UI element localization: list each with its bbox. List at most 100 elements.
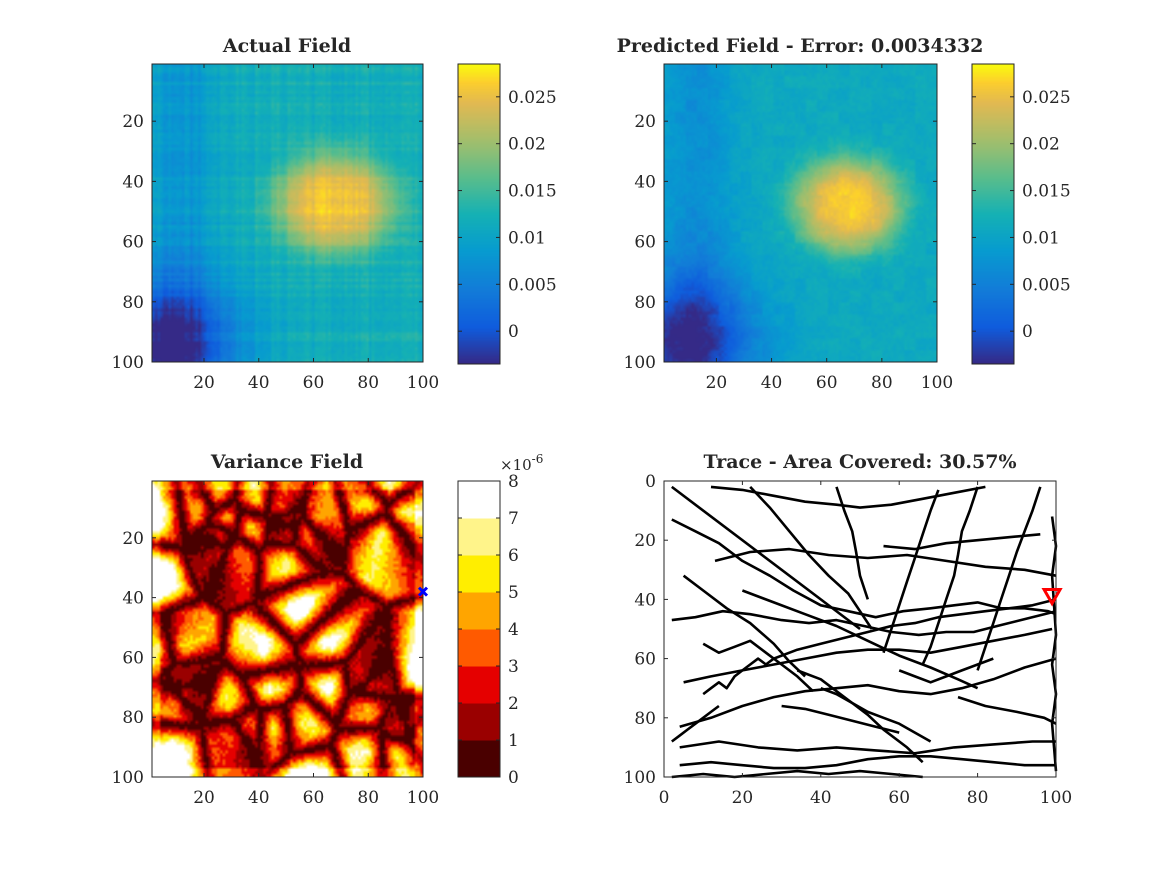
y-tick-label: 60 [122,648,144,668]
x-tick-label: 100 [407,788,439,808]
y-tick-label: 80 [122,293,144,313]
colorbar-tick-label: 0.025 [508,88,557,108]
variance-field-colorbar [458,481,500,778]
y-tick-label: 100 [112,768,144,788]
x-tick-label: 80 [967,788,989,808]
x-tick-label: 60 [303,788,325,808]
y-tick-label: 40 [634,172,656,192]
colorbar-tick-label: 5 [508,583,519,603]
trace-axes [663,480,1057,778]
colorbar-tick-label: 0 [508,322,519,342]
predicted-field-axes [663,63,938,363]
multiplier-base: ×10 [500,456,532,474]
x-tick-label: 100 [1040,788,1072,808]
colorbar-level-5 [458,555,500,593]
panel-actual-field: Actual Field 20 40 60 80 100 20 40 60 80 100 0 0.0… [112,35,557,393]
colorbar-tick-label: 0 [508,768,519,788]
trace-lines [671,485,1058,779]
x-tick-label: 40 [810,788,832,808]
actual-field-colorbar [458,64,500,364]
x-tick-label: 20 [193,788,215,808]
trace-path-13 [957,695,1057,725]
trace-path-6 [671,769,923,779]
colorbar-level-1 [458,703,500,741]
trace-path-19 [921,486,979,666]
colorbar-level-3 [458,629,500,667]
variance-field-axes [151,480,424,778]
y-tick-label: 20 [122,529,144,549]
trace-path-27 [898,657,994,684]
x-tick-label: 80 [871,373,893,393]
x-tick-label: 100 [921,373,953,393]
trace-path-15 [702,639,814,693]
colorbar-tick-label: 4 [508,620,519,640]
trace-path-21 [820,686,932,743]
x-tick-label: 40 [761,373,783,393]
trace-path-12 [883,533,1041,551]
chart-title-trace: Trace - Area Covered: 30.57% [703,451,1016,473]
trace-path-7 [679,740,1056,755]
x-tick-label: 0 [659,788,670,808]
colorbar-tick-label: 0.005 [508,275,557,295]
colorbar-tick-label: 7 [508,509,519,529]
trace-path-14 [682,574,806,678]
actual-field-axes [151,63,424,363]
predicted-field-ticks: 20 40 60 80 100 20 40 60 80 100 [624,64,953,393]
y-tick-label: 40 [634,590,656,610]
y-tick-label: 100 [624,353,656,373]
y-tick-label: 100 [112,353,144,373]
actual-field-heatmap [152,64,423,362]
x-tick-label: 60 [303,373,325,393]
predicted-field-colorbar-ticks: 0 0.005 0.01 0.015 0.02 0.025 [972,88,1071,342]
x-tick-label: 40 [248,788,270,808]
x-tick-label: 20 [706,373,728,393]
colorbar-tick-label: 0.01 [508,228,546,248]
trace-path-8 [714,547,1057,577]
colorbar-level-7 [458,481,500,519]
y-tick-label: 20 [634,112,656,132]
y-tick-label: 60 [122,233,144,253]
colorbar-tick-label: 0.015 [508,182,557,202]
x-tick-label: 60 [888,788,910,808]
colorbar-tick-label: 3 [508,657,519,677]
y-tick-label: 60 [634,233,656,253]
trace-path-0 [671,485,861,631]
actual-field-colorbar-frame [457,63,501,365]
x-tick-label: 80 [357,788,379,808]
variance-colorbar-multiplier: ×10-6 [500,452,543,474]
trace-path-26 [781,704,900,734]
trace-path-20 [976,486,1042,671]
x-tick-label: 100 [407,373,439,393]
panel-trace: Trace - Area Covered: 30.57% 0 20 40 60 80 10… [624,451,1073,808]
predicted-field-colorbar [972,64,1014,364]
colorbar-tick-label: 8 [508,472,519,492]
y-tick-label: 0 [645,472,656,492]
predicted-field-heatmap [664,64,937,362]
actual-field-colorbar-ticks: 0 0.005 0.01 0.015 0.02 0.025 [458,88,557,342]
position-marker-x [417,586,429,597]
y-tick-label: 80 [634,293,656,313]
colorbar-level-4 [458,592,500,630]
colorbar-tick-label: 0.02 [508,135,546,155]
y-tick-label: 20 [122,112,144,132]
colorbar-tick-label: 0.01 [1022,228,1060,248]
colorbar-tick-label: 0.02 [1022,135,1060,155]
x-tick-label: 80 [357,373,379,393]
variance-field-colorbar-ticks: 0 1 2 3 4 5 6 7 8 [458,472,519,788]
chart-title-actual-field: Actual Field [222,35,351,57]
trace-path-9 [710,485,986,509]
multiplier-exponent: -6 [532,452,544,466]
y-tick-label: 40 [122,589,144,609]
colorbar-tick-label: 0 [1022,322,1033,342]
trace-path-4 [679,657,1057,728]
variance-field-ticks: 20 40 60 80 100 20 40 60 80 100 [112,481,439,808]
variance-field-marker [417,586,429,597]
robot-position-marker [1041,587,1063,607]
colorbar-tick-label: 0.025 [1022,88,1071,108]
colorbar-tick-label: 6 [508,546,519,566]
chart-title-predicted-field: Predicted Field - Error: 0.0034332 [617,35,984,57]
trace-path-25 [671,704,720,743]
trace-path-22 [702,657,775,696]
